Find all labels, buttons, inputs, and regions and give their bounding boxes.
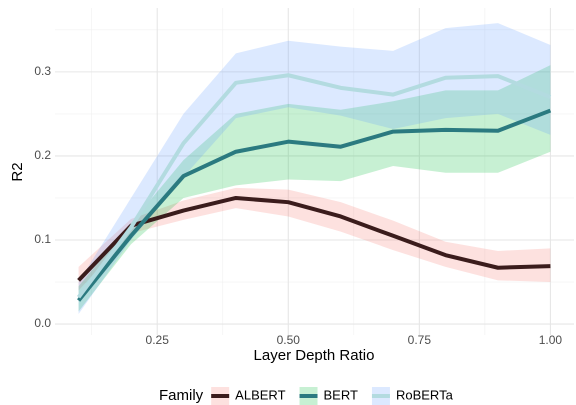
ribbon	[78, 65, 551, 312]
x-tick-label: 0.25	[146, 333, 170, 347]
legend-label: BERT	[324, 387, 358, 402]
y-tick-label: 0.2	[34, 148, 51, 162]
x-tick-label: 0.50	[277, 333, 301, 347]
legend-label: RoBERTa	[396, 387, 454, 402]
line	[77, 108, 552, 302]
y-tick-label: 0.3	[34, 64, 51, 78]
line	[76, 73, 552, 299]
grid	[55, 8, 574, 335]
legend: Family ALBERT BERT RoBERTa	[159, 387, 454, 405]
y-tick-label: 0.0	[34, 316, 51, 330]
y-axis-title: R2	[9, 162, 26, 181]
y-tick-label: 0.1	[34, 232, 51, 246]
ribbon	[78, 187, 551, 291]
ribbon	[78, 23, 551, 314]
legend-title: Family	[159, 387, 204, 404]
x-axis-title: Layer Depth Ratio	[254, 347, 375, 364]
legend-label: ALBERT	[235, 387, 285, 402]
x-tick-label: 1.00	[539, 333, 563, 347]
x-tick-label: 0.75	[408, 333, 432, 347]
line	[77, 195, 551, 282]
